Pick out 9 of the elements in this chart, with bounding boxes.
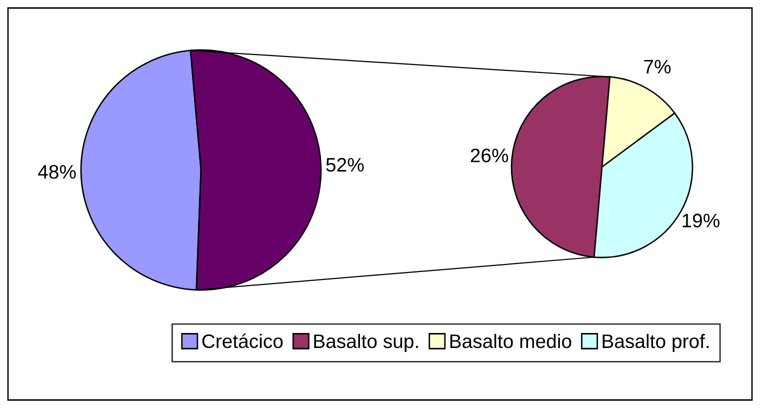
data-label: 26%	[470, 148, 508, 162]
data-label: 19%	[682, 214, 720, 228]
legend-label: Basalto prof.	[602, 334, 709, 352]
legend-label: Cretácico	[202, 334, 283, 348]
legend-label: Basalto sup.	[314, 334, 418, 352]
data-label: 52%	[326, 158, 364, 172]
data-label: 48%	[38, 164, 76, 179]
data-label: 7%	[644, 60, 671, 74]
legend-label: Basalto medio	[450, 334, 572, 348]
